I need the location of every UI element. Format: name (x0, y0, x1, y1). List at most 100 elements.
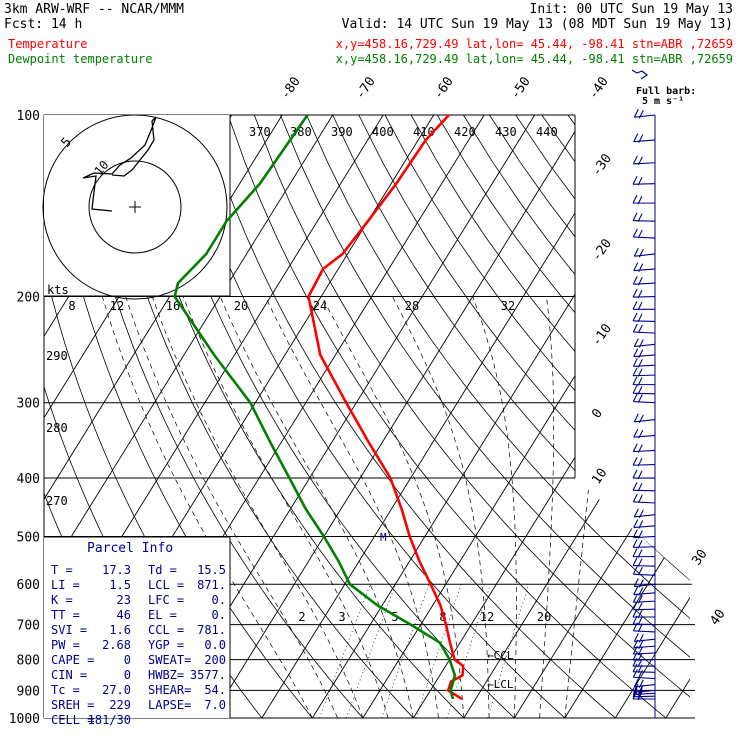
wind-barb-flag (633, 109, 639, 118)
wind-barb-flag (638, 520, 644, 529)
wind-barb (633, 401, 656, 404)
theta-e-label-370: 370 (249, 125, 271, 139)
parcel-label: Td = (148, 563, 177, 577)
wind-barb (633, 139, 656, 143)
wind-barb (633, 565, 656, 567)
hodo-axis-label-20: 20 (234, 299, 248, 313)
pressure-label-400: 400 (17, 472, 40, 487)
wind-barb (633, 282, 656, 285)
wind-barb (633, 331, 656, 334)
moist-adiabat (472, 296, 517, 718)
wind-barb-flag (637, 687, 643, 696)
parcel-value: 2.68 (102, 638, 131, 652)
dry-adiabat (332, 115, 690, 718)
marker-ccl: ←CCL (487, 649, 514, 662)
wind-barb-flag (638, 509, 644, 519)
wind-barb-flag (637, 289, 643, 299)
parcel-value: 3577. (190, 668, 226, 682)
theta-e-label-400: 400 (372, 125, 394, 139)
wind-barb-flag (637, 276, 643, 286)
dry-adiabat (123, 115, 465, 718)
wind-barb-flag (632, 301, 638, 310)
wind-barb-flag (633, 508, 639, 518)
parcel-value: 781. (197, 623, 226, 637)
parcel-label: SVI = (51, 623, 87, 637)
wind-barb-flag (632, 565, 638, 575)
dry-adiabat (227, 115, 667, 718)
legend-dewpoint-info: x,y=458.16,729.49 lat,lon= 45.44, -98.41… (336, 52, 733, 66)
wind-barbs (631, 69, 656, 718)
wind-barb-flag (637, 457, 643, 467)
mixing-ratio-line (381, 584, 430, 718)
wind-barb (633, 525, 656, 529)
isotherm (614, 115, 690, 718)
wind-barb-flag (638, 349, 644, 358)
wind-barb-flag (638, 263, 644, 272)
trace-dewpoint-temperature (173, 114, 457, 700)
barb-key-line2: 5 m s⁻¹ (642, 96, 684, 107)
wind-barb (633, 392, 656, 395)
legend-temperature-info: x,y=458.16,729.49 lat,lon= 45.44, -98.41… (336, 37, 733, 51)
hodo-ring-10 (42, 114, 228, 300)
isotherm-label-right-30: 30 (689, 547, 710, 568)
moist-adiabat (392, 296, 490, 718)
wind-barb-flag (637, 324, 643, 334)
barb-key-line1: Full barb: (636, 86, 696, 97)
parcel-label: CELL = (51, 713, 94, 727)
wind-barb (633, 645, 656, 649)
wind-barb (633, 630, 656, 633)
wind-barb (633, 268, 656, 272)
wind-barb (633, 695, 656, 698)
wind-barb-flag (632, 688, 638, 697)
wind-barb (633, 689, 656, 693)
wind-barb-flag (632, 228, 638, 238)
wind-barb-flag (632, 275, 638, 285)
wind-barb-flag (632, 608, 638, 618)
mixing-ratio-label-2: 2 (298, 610, 305, 624)
dry-adiabat (149, 115, 515, 718)
parcel-label: SWEAT= (148, 653, 191, 667)
wind-barb (634, 683, 656, 688)
hodo-axis-label-24: 24 (313, 299, 327, 313)
wind-barb (634, 583, 656, 588)
trace-temperature (307, 114, 465, 701)
wind-barb-flag (637, 652, 643, 662)
theta-label-left-280: 280 (46, 421, 68, 435)
wind-barb-flag (632, 155, 638, 165)
pressure-label-700: 700 (17, 619, 40, 634)
moist-adiabat (539, 296, 555, 718)
barb-key (631, 69, 649, 80)
wind-barb-flag (633, 428, 639, 438)
wind-barb (633, 573, 656, 576)
parcel-label: LI = (51, 578, 80, 592)
wind-barb-flag (632, 657, 638, 667)
marker-m: M (380, 531, 387, 544)
wind-barb-flag (637, 359, 643, 368)
wind-barb (634, 114, 656, 118)
wind-barb (633, 535, 656, 539)
wind-barb-flag (633, 633, 639, 642)
parcel-value: 0. (212, 608, 226, 622)
hodo-background (44, 115, 230, 296)
parcel-value: 0 (124, 668, 131, 682)
wind-barb-flag (632, 367, 638, 376)
wind-barb-flag (637, 313, 643, 323)
wind-barb-flag (632, 481, 638, 491)
wind-barb-flag (638, 248, 644, 258)
wind-barb-flag (633, 413, 639, 423)
hodo-units-label: kts (47, 283, 69, 297)
parcel-label: LFC = (148, 593, 184, 607)
wind-barb-flag (632, 645, 638, 655)
parcel-label: LCL = (148, 578, 184, 592)
pressure-label-200: 200 (17, 291, 40, 306)
wind-barb (633, 671, 656, 673)
parcel-label: CCL = (148, 623, 184, 637)
parcel-value: 7.0 (204, 698, 226, 712)
legend-dewpoint: Dewpoint temperature (8, 52, 153, 66)
sounding-traces: M ←CCL ←LCL (173, 114, 514, 701)
wind-barb-flag (632, 176, 638, 185)
wind-barb-flag (632, 615, 638, 625)
wind-barb-flag (637, 646, 643, 656)
wind-barb-flag (638, 579, 644, 588)
